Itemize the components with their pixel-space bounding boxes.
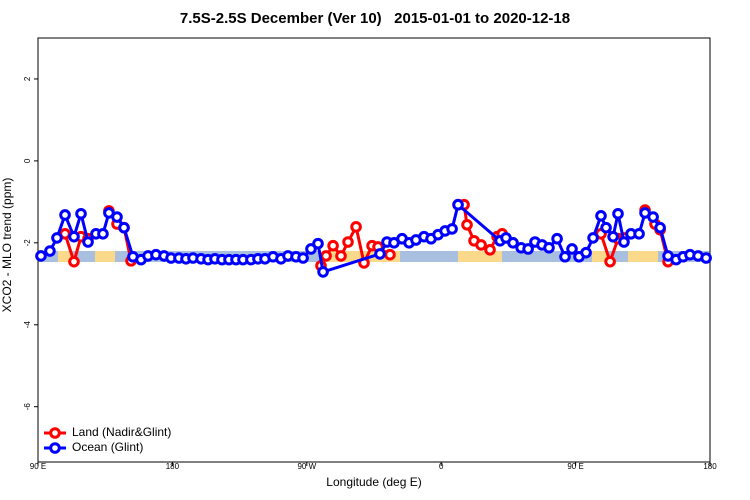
x-tick-label: 180 bbox=[703, 462, 717, 471]
land-band bbox=[592, 251, 608, 262]
data-point bbox=[647, 211, 659, 223]
data-point bbox=[559, 250, 571, 263]
data-point bbox=[522, 243, 534, 255]
y-tick-label: -4 bbox=[23, 321, 32, 329]
y-tick-label: -6 bbox=[23, 403, 32, 411]
legend-marker bbox=[49, 427, 61, 439]
legend-label: Land (Nadir&Glint) bbox=[72, 425, 171, 439]
data-point bbox=[452, 198, 464, 211]
data-point bbox=[612, 207, 624, 220]
data-point bbox=[59, 209, 71, 221]
data-point bbox=[342, 236, 354, 248]
y-tick-label: 0 bbox=[23, 158, 32, 163]
data-point bbox=[633, 228, 645, 240]
data-point bbox=[68, 255, 80, 268]
x-tick-label: 90 W bbox=[297, 462, 316, 471]
data-point bbox=[118, 221, 130, 234]
data-point bbox=[484, 243, 496, 256]
data-point bbox=[475, 239, 487, 251]
land-band bbox=[628, 251, 658, 262]
data-point bbox=[350, 221, 362, 233]
data-point bbox=[312, 237, 324, 250]
data-point bbox=[461, 219, 473, 231]
data-point bbox=[44, 245, 56, 257]
y-axis-label: XCO2 - MLO trend (ppm) bbox=[0, 178, 14, 313]
x-tick-label: 90 E bbox=[30, 462, 46, 471]
data-point bbox=[374, 248, 386, 260]
land-band bbox=[458, 251, 502, 262]
data-point bbox=[618, 236, 630, 248]
data-point bbox=[51, 232, 63, 244]
y-tick-label: 2 bbox=[23, 76, 32, 81]
x-tick-label: 0 bbox=[439, 462, 444, 471]
data-point bbox=[566, 243, 578, 255]
plot-frame bbox=[37, 37, 711, 463]
data-point bbox=[317, 266, 329, 278]
data-point bbox=[446, 223, 458, 235]
data-point bbox=[595, 209, 607, 222]
data-point bbox=[587, 232, 599, 244]
data-point bbox=[297, 252, 309, 264]
data-point bbox=[35, 250, 47, 262]
data-point bbox=[75, 207, 87, 220]
x-axis-label: Longitude (deg E) bbox=[326, 475, 421, 489]
data-point bbox=[335, 250, 347, 262]
legend-label: Ocean (Glint) bbox=[72, 440, 143, 454]
data-point bbox=[604, 255, 616, 268]
x-tick-label: 90 E bbox=[567, 462, 583, 471]
data-point bbox=[68, 230, 80, 243]
data-point bbox=[82, 236, 94, 248]
legend-marker bbox=[49, 442, 61, 454]
land-band bbox=[58, 251, 72, 262]
chart-title: 7.5S-2.5S December (Ver 10) 2015-01-01 t… bbox=[180, 10, 570, 27]
land-band bbox=[320, 251, 400, 262]
x-tick-label: 180 bbox=[166, 462, 180, 471]
data-point bbox=[600, 221, 612, 234]
data-point bbox=[507, 237, 519, 249]
data-point bbox=[327, 239, 339, 252]
data-point bbox=[700, 252, 712, 264]
data-point bbox=[305, 243, 317, 255]
data-point bbox=[580, 246, 592, 259]
data-point bbox=[384, 248, 396, 261]
data-point bbox=[551, 232, 563, 245]
y-tick-label: -2 bbox=[23, 239, 32, 247]
land-band bbox=[95, 251, 115, 262]
data-point bbox=[320, 250, 332, 262]
data-point bbox=[654, 221, 666, 234]
data-point bbox=[111, 211, 123, 223]
data-point bbox=[97, 228, 109, 240]
data-point bbox=[607, 230, 619, 243]
data-point bbox=[543, 241, 555, 254]
